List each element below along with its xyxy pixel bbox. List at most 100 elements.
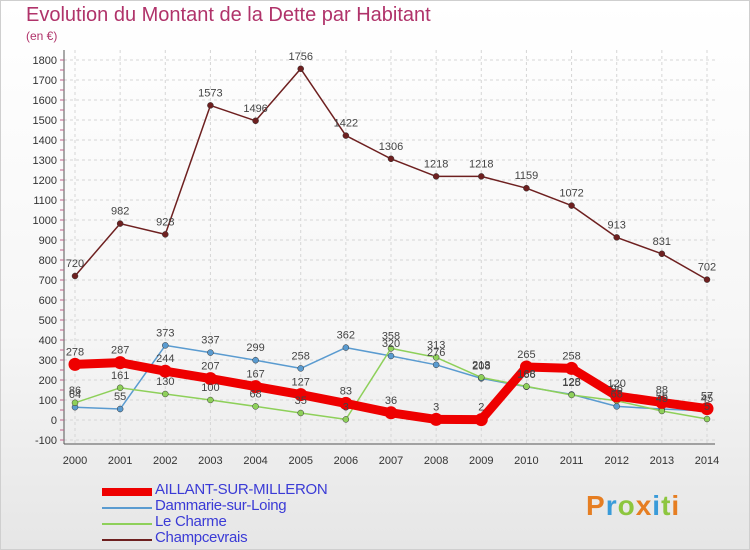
y-tick-label: 400 [39,335,57,347]
data-label-champcevrais: 1072 [559,188,583,200]
data-point-champcevrais [523,184,530,192]
x-tick-label: 2005 [288,455,312,467]
data-point-le-charme [432,354,440,361]
data-label-champcevrais: 1422 [334,118,358,130]
legend-swatch-champcevrais [102,539,152,541]
data-point-aillant [429,412,443,426]
data-point-dammarie [207,349,214,356]
x-tick-label: 2004 [243,455,267,467]
data-point-dammarie [432,361,440,369]
data-point-champcevrais [613,234,620,241]
x-tick-label: 2006 [334,455,358,467]
data-label-champcevrais: 1218 [424,158,448,170]
data-label-le-charme: 130 [156,376,174,388]
y-tick-label: 1800 [33,55,57,67]
x-tick-label: 2012 [604,455,628,467]
data-point-champcevrais [116,220,124,227]
data-point-le-charme [116,384,124,392]
data-label-le-charme: 168 [517,368,535,380]
data-label-aillant: 88 [656,384,668,396]
data-label-dammarie: 64 [69,389,81,401]
chart-title: Evolution du Montant de la Dette par Hab… [26,4,431,26]
legend-item-dammarie: Dammarie-sur-Loing [102,497,422,516]
data-label-le-charme: 161 [111,370,129,382]
y-tick-label: 1200 [33,175,57,187]
data-point-le-charme [71,399,79,407]
data-point-le-charme [523,383,530,390]
data-label-champcevrais: 928 [156,216,174,228]
data-label-aillant: 287 [111,345,129,357]
data-label-aillant: 2 [478,402,484,414]
data-label-le-charme: 68 [249,388,261,400]
data-point-aillant [113,356,127,370]
x-tick-label: 2014 [695,455,719,467]
y-tick-label: 1700 [33,75,57,87]
x-tick-label: 2003 [198,455,222,467]
data-label-aillant: 36 [385,395,397,407]
data-label-le-charme: 100 [201,382,219,394]
data-point-aillant [519,360,533,374]
data-point-aillant [474,413,488,427]
y-tick-label: 200 [39,375,57,387]
data-point-champcevrais [387,155,395,163]
data-point-aillant [700,402,714,416]
data-label-dammarie: 362 [337,330,355,342]
data-label-dammarie: 373 [156,327,174,339]
y-tick-label: 900 [39,235,57,247]
data-label-champcevrais: 1218 [469,158,493,170]
data-label-le-charme: 5 [704,401,710,413]
data-label-dammarie: 68 [611,388,623,400]
x-tick-label: 2013 [650,455,674,467]
logo-letter: t [661,490,672,521]
data-point-aillant [610,389,624,403]
data-label-champcevrais: 1496 [243,103,267,115]
data-label-aillant: 265 [517,349,535,361]
legend-swatch-le-charme [102,523,152,525]
data-point-le-charme [297,409,304,417]
data-label-champcevrais: 1573 [198,87,222,99]
logo-letter: r [605,490,618,521]
chart-subtitle: (en €) [26,29,58,43]
data-label-champcevrais: 831 [653,236,671,248]
data-label-champcevrais: 702 [698,262,716,274]
legend-label-champcevrais: Champcevrais [155,529,248,546]
data-label-aillant: 278 [66,346,84,358]
data-label-le-charme: 358 [382,330,400,342]
data-label-dammarie: 45 [701,393,713,405]
data-point-aillant [384,406,398,420]
data-label-aillant: 207 [201,361,219,373]
data-label-le-charme: 313 [427,339,445,351]
y-tick-label: 1300 [33,155,57,167]
data-point-aillant [339,396,353,410]
y-tick-label: 1400 [33,135,57,147]
x-tick-label: 2007 [379,455,403,467]
data-label-dammarie: 166 [517,369,535,381]
data-point-dammarie [162,342,169,349]
y-tick-label: 1600 [33,95,57,107]
data-point-champcevrais [432,173,440,180]
y-tick-label: 1100 [33,195,57,207]
data-point-le-charme [252,403,259,410]
x-tick-label: 2011 [560,455,584,467]
data-point-dammarie [252,356,259,364]
y-tick-label: 100 [39,395,57,407]
data-label-dammarie: 128 [562,376,580,388]
data-label-dammarie: 337 [201,335,219,347]
data-point-aillant [655,395,669,409]
data-label-champcevrais: 913 [608,219,626,231]
data-point-le-charme [162,390,169,398]
y-tick-label: 0 [51,415,57,427]
legend-item-le-charme: Le Charme [102,513,422,532]
data-label-dammarie: 299 [246,342,264,354]
data-point-aillant [68,357,82,371]
data-point-champcevrais [71,272,79,280]
x-tick-label: 2001 [108,455,132,467]
x-tick-label: 2008 [424,455,448,467]
data-point-aillant [294,388,308,402]
data-label-dammarie: 276 [427,347,445,359]
data-point-champcevrais [568,202,575,209]
y-tick-label: 1000 [33,215,57,227]
y-tick-label: 500 [39,315,57,327]
data-label-champcevrais: 1159 [515,170,539,182]
